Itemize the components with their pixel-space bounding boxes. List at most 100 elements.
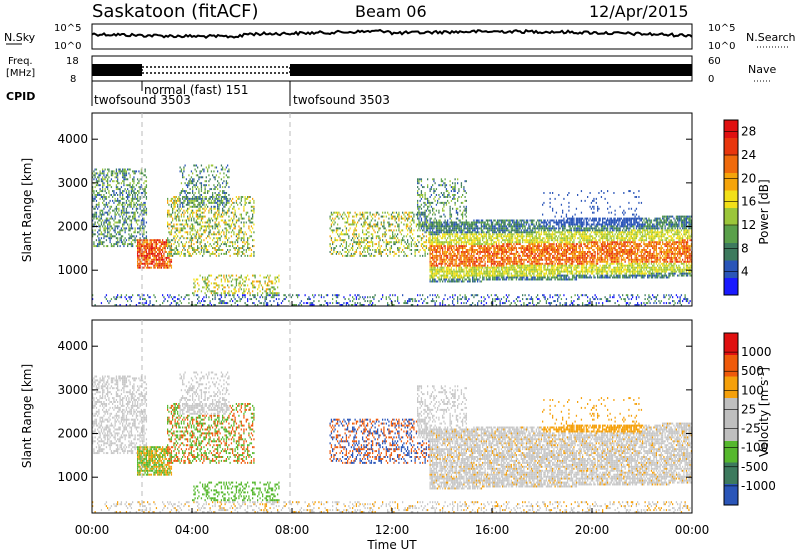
power-cell	[407, 213, 409, 216]
power-cell	[170, 205, 173, 208]
power-cell	[249, 219, 251, 222]
power-cell	[429, 266, 431, 269]
power-cell	[427, 227, 429, 230]
power-cell	[265, 292, 268, 295]
power-cell	[99, 241, 101, 244]
power-cell	[449, 180, 451, 183]
power-cell	[449, 243, 451, 246]
power-cell	[405, 225, 408, 228]
power-cell	[229, 205, 231, 208]
power-cell	[224, 292, 226, 295]
power-cell	[390, 223, 393, 226]
power-cell	[219, 215, 221, 218]
power-cell	[92, 199, 94, 202]
power-cell	[103, 207, 105, 210]
power-cell	[167, 211, 169, 214]
power-cell	[208, 274, 210, 277]
power-cell	[190, 180, 193, 183]
power-cell	[123, 205, 125, 208]
power-cell	[234, 302, 236, 305]
power-cell	[167, 260, 169, 263]
power-cell	[202, 221, 204, 224]
power-cell	[304, 294, 306, 297]
power-cell	[454, 223, 456, 226]
power-cell	[348, 229, 350, 232]
power-cell	[457, 302, 459, 305]
power-cell	[467, 221, 469, 224]
power-cell	[142, 188, 144, 191]
power-cell	[148, 258, 150, 261]
power-cell	[98, 243, 100, 246]
power-cell	[258, 300, 260, 303]
power-cell	[468, 270, 470, 273]
power-cell	[429, 280, 431, 283]
power-cell	[380, 252, 382, 255]
power-cell	[159, 252, 161, 255]
power-cell	[204, 196, 206, 198]
power-cell	[130, 188, 133, 191]
power-cell	[257, 304, 259, 306]
power-cell	[142, 302, 144, 305]
power-cell	[168, 256, 170, 259]
power-cell	[155, 243, 158, 246]
power-cell	[94, 304, 96, 306]
power-cell	[209, 219, 211, 222]
power-cell	[137, 247, 139, 250]
power-cell	[133, 211, 135, 214]
power-cell	[417, 239, 419, 242]
power-cell	[194, 221, 196, 224]
power-cell	[465, 296, 467, 299]
power-cell	[112, 174, 114, 177]
power-cell	[250, 252, 253, 255]
power-cell	[460, 268, 463, 271]
power-cell	[137, 227, 139, 230]
power-cell	[119, 196, 121, 198]
power-cell	[464, 294, 466, 297]
power-cell	[450, 239, 453, 242]
power-cell	[190, 223, 193, 226]
power-cell	[445, 252, 448, 255]
power-cell	[164, 262, 166, 265]
power-cell	[184, 243, 186, 246]
power-cell	[407, 300, 409, 303]
power-cell	[200, 190, 203, 193]
power-cell	[199, 223, 201, 226]
power-cell	[462, 252, 464, 255]
power-cell	[435, 268, 438, 271]
power-cell	[128, 239, 130, 242]
power-cell	[129, 182, 131, 185]
power-cell	[135, 184, 138, 187]
power-cell	[182, 201, 184, 204]
power-cell	[208, 166, 210, 169]
power-cell	[125, 178, 128, 181]
power-cell	[168, 254, 170, 257]
power-cell	[469, 247, 471, 250]
power-cell	[232, 207, 234, 210]
power-cell	[235, 284, 238, 287]
power-cell	[112, 245, 114, 248]
power-cell	[389, 241, 391, 244]
power-cell	[369, 302, 371, 305]
power-cell	[199, 176, 201, 179]
power-cell	[177, 298, 179, 301]
power-cell	[210, 282, 213, 285]
power-cell	[483, 247, 485, 250]
power-cell	[447, 231, 449, 234]
power-cell	[473, 251, 475, 253]
power-cell	[337, 233, 339, 236]
power-cell	[398, 215, 400, 218]
power-cell	[217, 217, 219, 220]
power-cell	[465, 233, 467, 236]
power-cell	[250, 217, 253, 220]
power-cell	[410, 227, 413, 230]
power-cell	[152, 254, 154, 257]
power-cell	[192, 186, 194, 189]
power-cell	[447, 233, 449, 236]
power-cell	[278, 294, 280, 297]
power-cell	[199, 274, 201, 277]
power-cell	[400, 243, 403, 246]
power-cell	[189, 178, 191, 181]
power-cell	[435, 225, 438, 228]
power-cell	[485, 272, 488, 275]
power-cell	[223, 231, 225, 234]
